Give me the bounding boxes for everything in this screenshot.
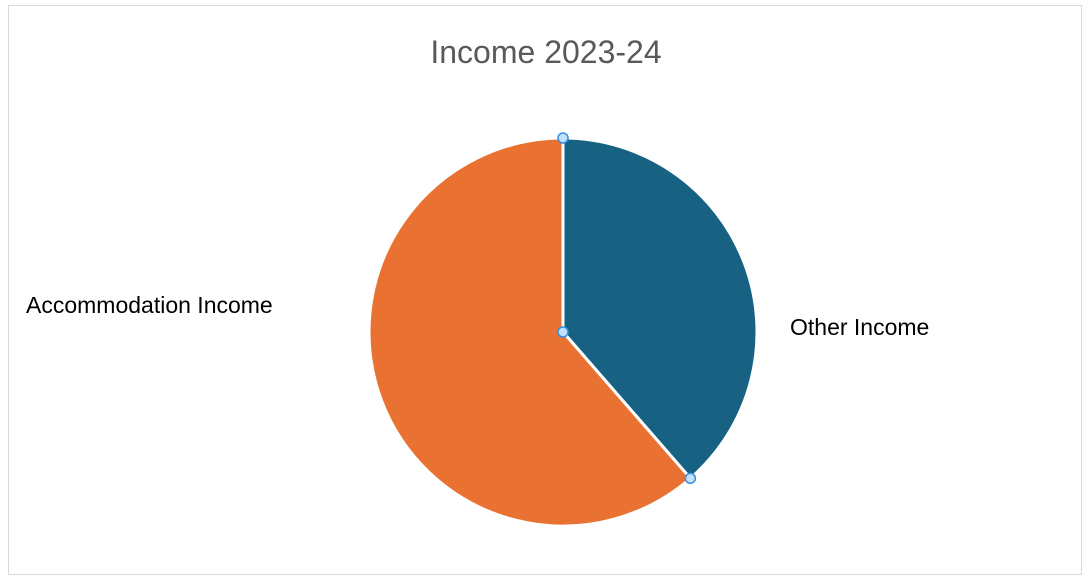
chart-title[interactable]: Income 2023-24: [430, 34, 662, 70]
data-label-other-income[interactable]: Other Income: [790, 314, 930, 340]
data-label-accommodation-income[interactable]: Accommodation Income: [26, 292, 273, 318]
selection-handle[interactable]: [557, 132, 569, 144]
selection-handle[interactable]: [557, 326, 569, 338]
selection-handle[interactable]: [684, 472, 697, 485]
pie-slice-other-income[interactable]: [561, 136, 759, 480]
pie-slice-accommodation-income[interactable]: [367, 136, 692, 528]
